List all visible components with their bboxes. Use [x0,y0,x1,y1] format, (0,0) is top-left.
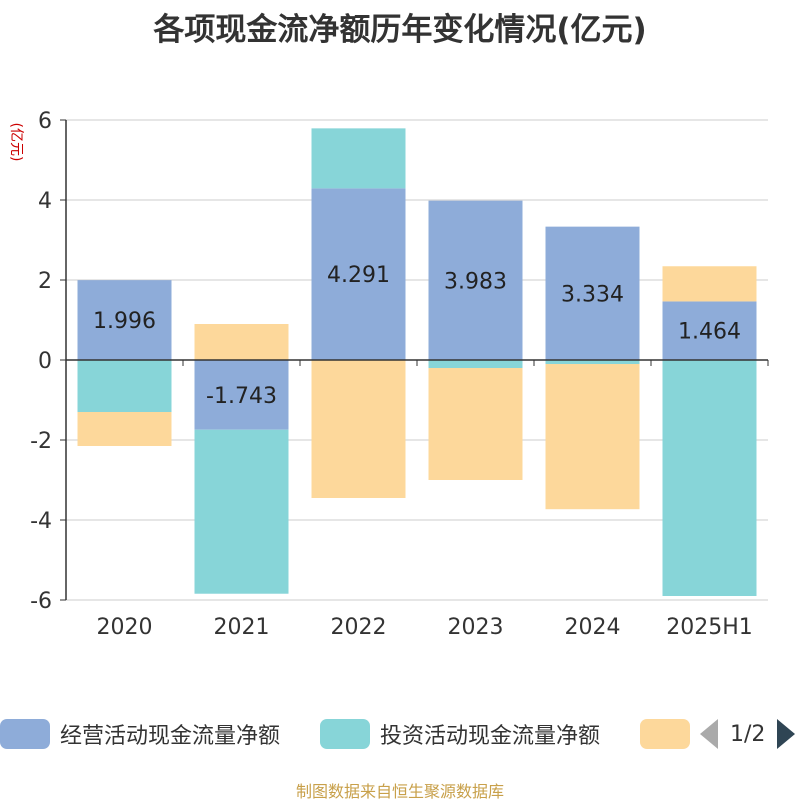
data-label-2022: 4.291 [327,263,390,288]
bar-operating-2023 [428,200,523,360]
x-tick-label: 2023 [448,615,504,640]
legend-swatch-operating [0,719,50,749]
bar-operating-2024 [545,226,640,360]
legend-item-investing[interactable]: 投资活动现金流量净额 [320,716,600,752]
y-tick-label: 6 [38,109,52,134]
source-note: 制图数据来自恒生聚源数据库 [295,782,504,801]
legend: 经营活动现金流量净额 投资活动现金流量净额 [0,716,800,752]
data-labels: 1.996 -1.743 4.291 3.983 3.334 1.464 [93,263,741,409]
legend-swatch-investing [320,719,370,749]
data-label-2023: 3.983 [444,269,507,294]
bar-investing-2025H1 [662,360,757,596]
legend-swatch-financing [640,719,690,749]
legend-label-investing: 投资活动现金流量净额 [380,724,601,749]
x-tick-label: 2024 [565,615,621,640]
y-tick-label: 2 [38,269,52,294]
legend-item-financing[interactable] [640,716,700,752]
data-label-2024: 3.334 [561,282,624,307]
x-tick-label: 2022 [331,615,387,640]
bar-financing-2025H1 [662,266,757,302]
bar-investing-2020 [77,360,172,412]
y-tick-label: -6 [30,589,52,614]
bar-investing-2024 [545,360,640,364]
bar-operating-2021 [194,360,289,430]
bar-financing-2021 [194,324,289,360]
data-label-2020: 1.996 [93,309,156,334]
legend-item-operating[interactable]: 经营活动现金流量净额 [0,716,280,752]
bar-financing-2020 [77,412,172,446]
x-tick-label: 2020 [97,615,153,640]
bars [77,128,757,596]
bar-operating-2022 [311,188,406,360]
data-label-2025H1: 1.464 [678,320,741,345]
axes: 6 4 2 0 -2 -4 -6 (亿元) 2020 2021 2022 2023 2024 2025H1 [8,109,769,640]
bar-financing-2023 [428,368,523,480]
data-label-2021: -1.743 [206,384,277,409]
bar-operating-2025H1 [662,301,757,360]
x-tick-label: 2021 [214,615,270,640]
chart-title: 各项现金流净额历年变化情况(亿元) [153,12,647,48]
bar-operating-2020 [77,280,172,360]
bar-financing-2024 [545,364,640,510]
bar-investing-2023 [428,360,523,368]
y-tick-label: -4 [30,509,52,534]
y-tick-label: 4 [38,189,52,214]
legend-page-indicator: 1/2 [730,721,766,747]
y-tick-label: 0 [38,349,52,374]
bar-financing-2022 [311,360,406,498]
legend-prev-arrow-icon[interactable] [700,719,718,749]
bar-investing-2022 [311,128,406,189]
y-axis-label: (亿元) [8,123,24,162]
bar-investing-2021 [194,429,289,594]
legend-pager: 1/2 [700,716,796,752]
legend-next-arrow-icon[interactable] [777,719,796,749]
legend-label-operating: 经营活动现金流量净额 [60,724,281,749]
grid-lines [66,119,768,601]
x-tick-label: 2025H1 [666,615,753,640]
y-tick-label: -2 [30,429,52,454]
